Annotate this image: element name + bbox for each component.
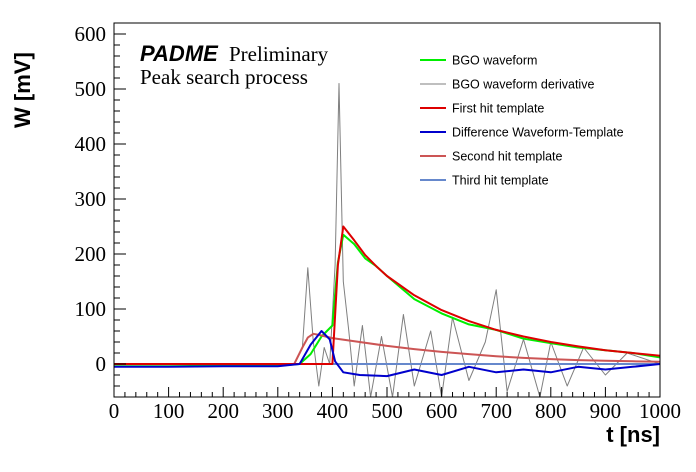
brand-label: PADME [140, 41, 219, 66]
x-tick-label: 900 [590, 399, 622, 423]
x-tick-label: 800 [535, 399, 567, 423]
x-tick-label: 600 [426, 399, 458, 423]
y-tick-label: 100 [75, 297, 107, 321]
legend-item: Difference Waveform-Template [420, 126, 624, 140]
x-tick-label: 400 [317, 399, 349, 423]
legend-label: Second hit template [452, 150, 563, 164]
legend-label: BGO waveform [452, 54, 537, 68]
y-axis-title: W [mV] [10, 52, 35, 128]
y-tick-label: 600 [75, 22, 107, 46]
legend-item: BGO waveform [420, 54, 537, 68]
series-layer [114, 83, 661, 398]
x-tick-label: 300 [262, 399, 294, 423]
x-tick-label: 200 [207, 399, 239, 423]
x-tick-label: 500 [371, 399, 403, 423]
ticks-layer: 0 100 200 300 400 500 600 700 800 900 1000 0 100 200 3… [75, 22, 682, 423]
legend-item: Second hit template [420, 150, 563, 164]
series-line-difference-waveform-template [114, 330, 661, 378]
y-tick-label: 500 [75, 77, 107, 101]
legend-item: BGO waveform derivative [420, 78, 594, 92]
legend-item: Third hit template [420, 174, 549, 188]
legend-label: Third hit template [452, 174, 549, 188]
legend-label: Difference Waveform-Template [452, 126, 624, 140]
legend: BGO waveform BGO waveform derivative First… [420, 54, 624, 188]
preliminary-label: Preliminary [229, 42, 329, 66]
subtitle-label: Peak search process [140, 65, 308, 89]
y-tick-label: 200 [75, 242, 107, 266]
y-tick-label: 400 [75, 132, 107, 156]
legend-item: First hit template [420, 102, 544, 116]
legend-label: First hit template [452, 102, 544, 116]
x-tick-label: 1000 [639, 399, 681, 423]
y-tick-label: 300 [75, 187, 107, 211]
series-line-second-hit-template [114, 332, 661, 365]
x-axis-title: t [ns] [606, 422, 660, 447]
legend-label: BGO waveform derivative [452, 78, 594, 92]
x-tick-label: 100 [153, 399, 185, 423]
x-tick-label: 0 [109, 399, 120, 423]
x-tick-label: 700 [480, 399, 512, 423]
y-tick-label: 0 [96, 352, 107, 376]
